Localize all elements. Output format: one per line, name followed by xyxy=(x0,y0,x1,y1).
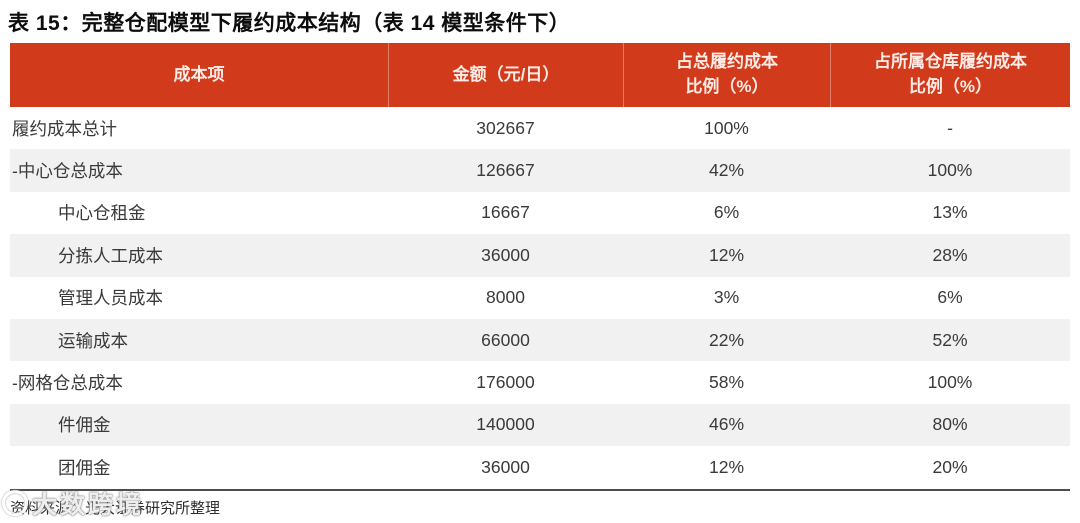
cell-cost-item: 中心仓租金 xyxy=(58,203,146,224)
table-row: 中心仓租金 16667 6% 13% xyxy=(10,192,1070,234)
cell-pct-of-total: 42% xyxy=(708,160,745,181)
cell-amount: 140000 xyxy=(476,414,535,435)
cell-pct-of-warehouse: 52% xyxy=(932,329,968,350)
cell-pct-of-total: 12% xyxy=(708,244,745,265)
cell-amount: 36000 xyxy=(481,456,530,477)
cell-cost-item: -网格仓总成本 xyxy=(12,373,123,394)
cell-pct-of-total: 12% xyxy=(708,456,745,477)
column-header-cost-item: 成本项 xyxy=(173,64,225,84)
cell-pct-of-total: 22% xyxy=(708,329,745,350)
cell-amount: 126667 xyxy=(476,160,535,181)
cell-pct-of-warehouse: - xyxy=(947,117,953,138)
cell-cost-item: 运输成本 xyxy=(58,330,128,351)
cell-pct-of-total: 3% xyxy=(713,287,740,308)
table-row: 分拣人工成本 36000 12% 28% xyxy=(10,234,1070,277)
cell-cost-item: -中心仓总成本 xyxy=(12,161,123,182)
cell-amount: 16667 xyxy=(481,202,530,223)
cell-cost-item: 分拣人工成本 xyxy=(58,245,163,266)
table-row: 件佣金 140000 46% 80% xyxy=(10,403,1070,447)
cell-pct-of-warehouse: 13% xyxy=(932,202,968,223)
cell-pct-of-total: 46% xyxy=(708,414,745,435)
column-header-pct-of-total: 占总履约成本 比例（%） xyxy=(623,43,830,107)
table-row: -中心仓总成本 126667 42% 100% xyxy=(10,149,1070,192)
cell-amount: 36000 xyxy=(481,244,530,265)
cell-pct-of-warehouse: 6% xyxy=(937,287,963,308)
cell-amount: 66000 xyxy=(481,329,530,350)
table-row: 运输成本 66000 22% 52% xyxy=(10,318,1070,362)
cell-pct-of-total: 6% xyxy=(713,202,740,223)
cell-amount: 8000 xyxy=(486,287,525,308)
table-row: -网格仓总成本 176000 58% 100% xyxy=(10,361,1070,403)
table-body: 履约成本总计 302667 100% - -中心仓总成本 126667 42% … xyxy=(10,107,1070,491)
source-note: 资料来源：光大证券研究所整理 xyxy=(10,499,221,517)
cell-pct-of-warehouse: 20% xyxy=(932,456,968,477)
table-header-row: 成本项 金额（元/日） 占总履约成本 比例（%） 占所属仓库履约成本 比例（%） xyxy=(10,43,1070,107)
cell-amount: 302667 xyxy=(476,117,535,138)
cell-pct-of-warehouse: 80% xyxy=(932,414,968,435)
cell-cost-item: 件佣金 xyxy=(58,415,111,436)
cell-cost-item: 管理人员成本 xyxy=(58,288,163,309)
table-row: 履约成本总计 302667 100% - xyxy=(10,107,1070,149)
cell-cost-item: 履约成本总计 xyxy=(12,118,117,139)
cell-pct-of-warehouse: 28% xyxy=(932,244,968,265)
cost-structure-table: 成本项 金额（元/日） 占总履约成本 比例（%） 占所属仓库履约成本 比例（%）… xyxy=(10,43,1070,491)
cell-pct-of-warehouse: 100% xyxy=(927,160,973,181)
table-row: 管理人员成本 8000 3% 6% xyxy=(10,277,1070,319)
column-header-amount: 金额（元/日） xyxy=(388,43,623,107)
page-title: 表 15：完整仓配模型下履约成本结构（表 14 模型条件下） xyxy=(8,12,571,35)
cell-amount: 176000 xyxy=(476,372,535,393)
cell-pct-of-total: 100% xyxy=(704,117,749,138)
cell-pct-of-total: 58% xyxy=(708,372,745,393)
table-row: 团佣金 36000 12% 20% xyxy=(10,446,1070,488)
cell-cost-item: 团佣金 xyxy=(58,457,111,478)
column-header-pct-of-warehouse: 占所属仓库履约成本 比例（%） xyxy=(830,43,1070,107)
cell-pct-of-warehouse: 100% xyxy=(927,372,973,393)
